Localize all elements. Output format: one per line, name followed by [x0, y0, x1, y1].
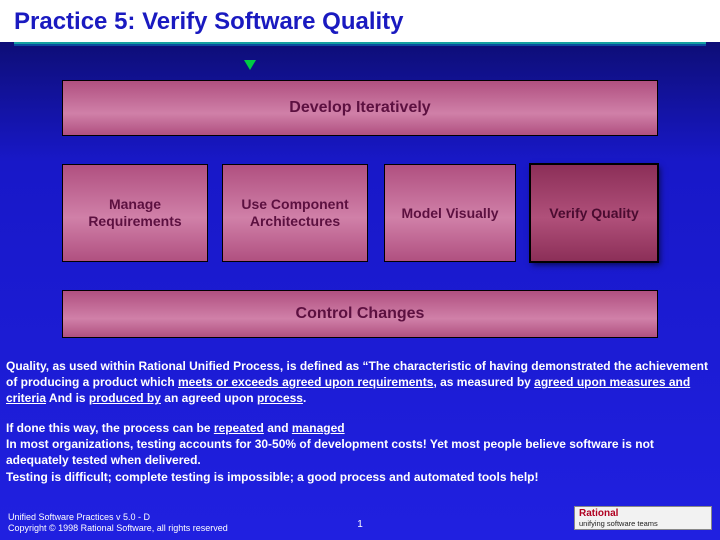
- definition-paragraph: Quality, as used within Rational Unified…: [6, 358, 714, 407]
- practices-diagram: Develop Iteratively Manage Requirements U…: [62, 80, 658, 338]
- down-arrow-icon: [244, 60, 256, 70]
- logo-tagline: unifying software teams: [579, 519, 658, 528]
- practice-box-1: Use Component Architectures: [222, 164, 368, 262]
- logo-brand: Rational: [579, 509, 618, 519]
- footer-line-2: Copyright © 1998 Rational Software, all …: [8, 523, 228, 534]
- practice-box-label: Manage Requirements: [67, 196, 203, 230]
- practice-box-2: Model Visually: [384, 164, 516, 262]
- footer-line-1: Unified Software Practices v 5.0 - D: [8, 512, 228, 523]
- footer-text: Unified Software Practices v 5.0 - D Cop…: [8, 512, 228, 535]
- title-bar: Practice 5: Verify Software Quality: [0, 0, 720, 42]
- bottom-bar-label: Control Changes: [296, 305, 425, 323]
- practice-box-0: Manage Requirements: [62, 164, 208, 262]
- top-bar-develop-iteratively: Develop Iteratively: [62, 80, 658, 136]
- practice-box-label: Model Visually: [402, 205, 499, 222]
- page-title: Practice 5: Verify Software Quality: [14, 8, 706, 36]
- practice-box-label: Verify Quality: [549, 205, 638, 222]
- top-bar-label: Develop Iteratively: [289, 99, 430, 117]
- middle-boxes-row: Manage Requirements Use Component Archite…: [62, 164, 658, 262]
- practice-box-3: Verify Quality: [530, 164, 658, 262]
- slide-number: 1: [357, 519, 363, 530]
- bullets-paragraph: If done this way, the process can be rep…: [6, 420, 714, 485]
- bottom-bar-control-changes: Control Changes: [62, 290, 658, 338]
- title-divider-2: [14, 44, 706, 46]
- practice-box-label: Use Component Architectures: [227, 196, 363, 230]
- rational-logo: Rational unifying software teams: [574, 506, 712, 530]
